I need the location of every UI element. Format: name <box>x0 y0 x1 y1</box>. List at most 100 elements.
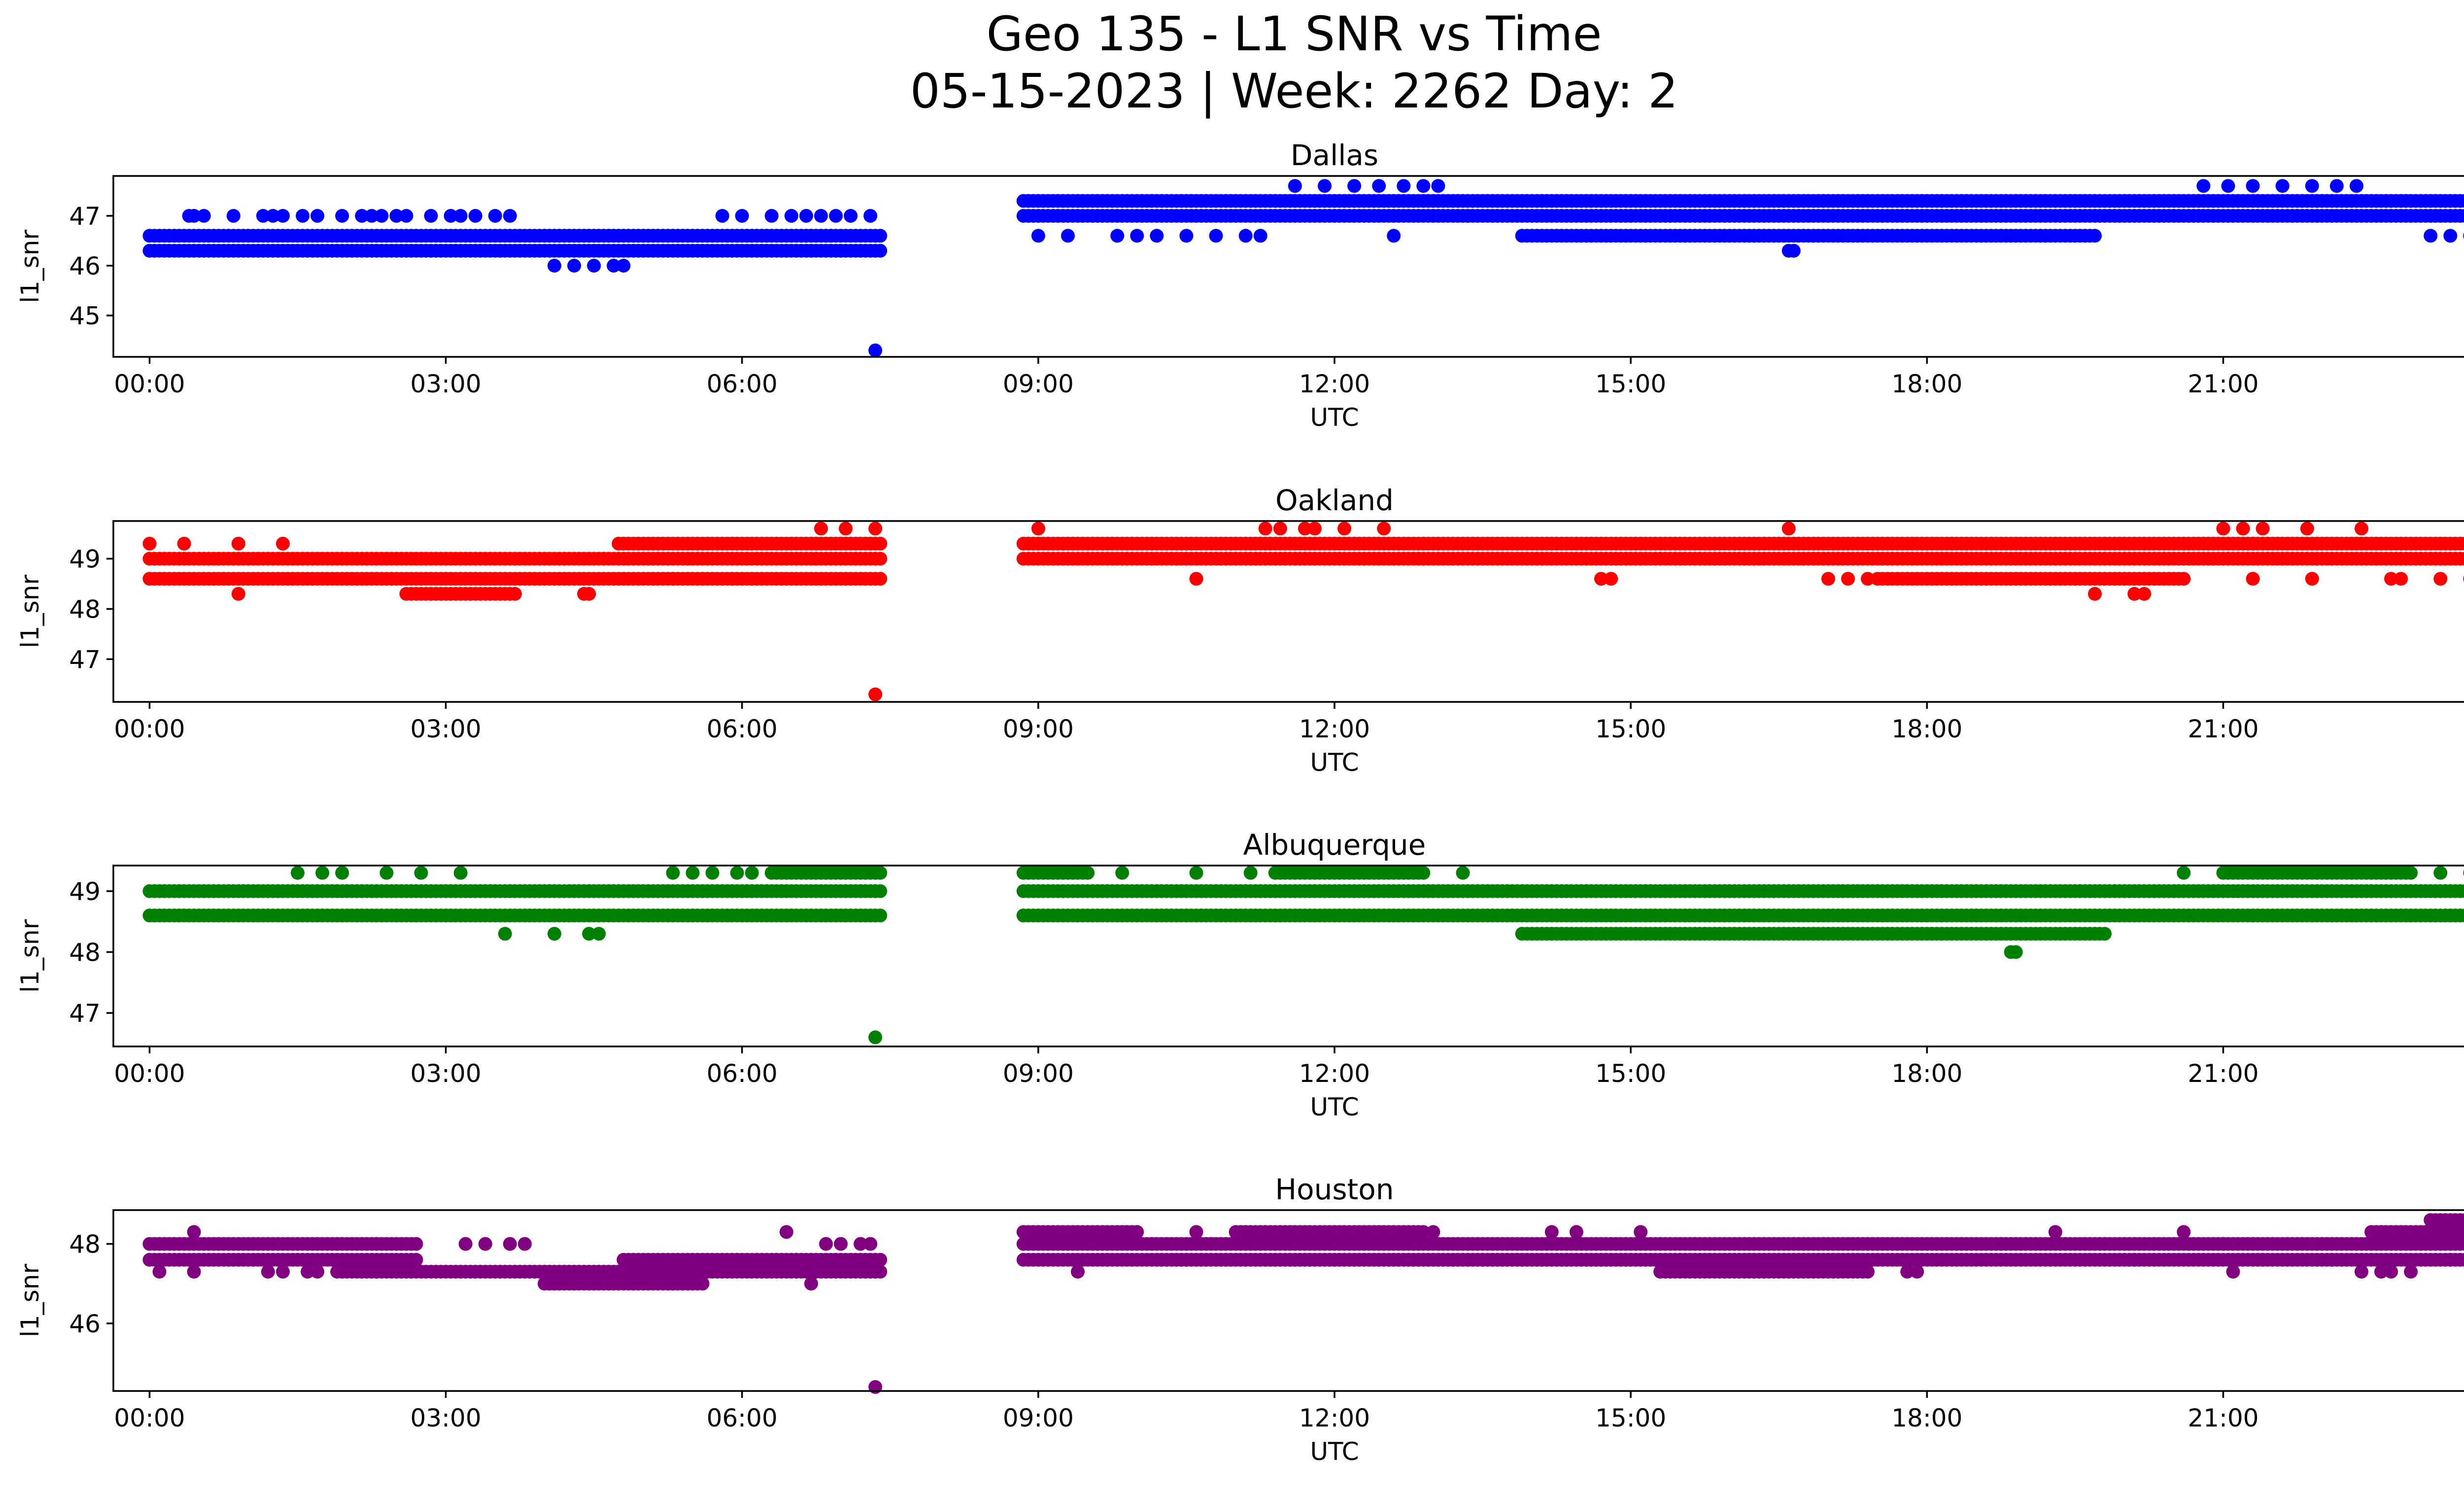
data-point <box>1253 229 1267 243</box>
data-point <box>2433 866 2448 880</box>
data-point <box>2256 1252 2270 1267</box>
data-point <box>2329 179 2344 193</box>
data-point <box>1604 572 1618 586</box>
data-point <box>685 866 700 880</box>
data-point <box>177 536 191 551</box>
x-tick-label: 21:00 <box>2188 1404 2259 1432</box>
data-point <box>1071 1265 1085 1279</box>
data-point <box>2127 1252 2142 1267</box>
data-point <box>2226 1265 2240 1279</box>
data-point <box>458 1237 473 1251</box>
data-point <box>873 1265 888 1279</box>
data-point <box>335 866 349 880</box>
y-tick-label: 47 <box>69 999 101 1028</box>
data-point <box>764 209 779 223</box>
data-point <box>868 1030 883 1044</box>
data-point <box>508 587 522 601</box>
x-tick-label: 15:00 <box>1595 370 1666 398</box>
data-point <box>2246 179 2260 193</box>
data-points <box>142 179 2464 357</box>
x-tick-label: 12:00 <box>1299 1059 1370 1088</box>
data-point <box>389 209 404 223</box>
data-point <box>2458 537 2464 551</box>
data-point <box>587 259 601 273</box>
x-tick-label: 09:00 <box>1003 1404 1074 1432</box>
data-point <box>1387 229 1401 243</box>
data-point <box>1861 1265 1875 1279</box>
data-point <box>2458 908 2464 923</box>
data-point <box>863 209 878 223</box>
x-tick-label: 00:00 <box>114 1059 185 1088</box>
data-point <box>187 1265 201 1279</box>
data-point <box>779 243 793 258</box>
data-point <box>231 536 245 551</box>
data-point <box>1298 522 1312 536</box>
data-point <box>1243 866 1258 880</box>
data-point <box>1851 1252 1865 1267</box>
data-point <box>2458 1225 2464 1239</box>
data-point <box>1594 572 1608 586</box>
y-tick-label: 46 <box>69 1310 101 1338</box>
x-tick-label: 06:00 <box>707 715 778 743</box>
data-point <box>2458 552 2464 566</box>
data-point <box>2216 522 2230 536</box>
x-tick-label: 15:00 <box>1595 1059 1666 1088</box>
data-point <box>226 209 240 223</box>
y-tick-label: 49 <box>69 877 101 906</box>
x-tick-label: 21:00 <box>2188 370 2259 398</box>
data-point <box>715 209 729 223</box>
data-point <box>868 522 883 536</box>
data-point <box>1653 1265 1668 1279</box>
data-point <box>2305 179 2319 193</box>
data-point <box>231 587 245 601</box>
data-point <box>1786 243 1801 258</box>
data-point <box>2443 229 2458 243</box>
data-point <box>2088 229 2102 243</box>
x-axis-label: UTC <box>1310 1437 1359 1466</box>
data-point <box>873 572 888 586</box>
data-point <box>2374 1265 2388 1279</box>
data-point <box>705 866 719 880</box>
data-point <box>1189 866 1203 880</box>
data-point <box>1910 1265 1924 1279</box>
data-point <box>582 927 596 941</box>
data-point <box>695 572 710 586</box>
data-point <box>735 209 749 223</box>
data-point <box>873 884 888 898</box>
data-point <box>1456 866 1470 880</box>
data-point <box>814 522 828 536</box>
data-point <box>2458 194 2464 208</box>
data-point <box>666 572 680 586</box>
data-point <box>256 209 270 223</box>
x-tick-label: 03:00 <box>411 1059 481 1088</box>
data-point <box>1544 1225 1559 1239</box>
data-point <box>873 1252 888 1267</box>
y-tick-label: 45 <box>69 302 101 330</box>
data-point <box>2048 1225 2062 1239</box>
data-point <box>567 259 582 273</box>
data-point <box>873 243 888 258</box>
data-point <box>2127 587 2142 601</box>
data-point <box>2088 587 2102 601</box>
subplot-title: Albuquerque <box>1243 828 1426 862</box>
data-point <box>1100 1252 1115 1267</box>
data-point <box>1110 229 1125 243</box>
data-point <box>2458 1237 2464 1251</box>
figure-title-line2: 05-15-2023 | Week: 2262 Day: 2 <box>910 64 1678 119</box>
data-point <box>1841 572 1855 586</box>
data-point <box>2300 522 2314 536</box>
y-tick-label: 48 <box>69 938 101 967</box>
data-point <box>414 866 428 880</box>
data-point <box>276 1265 290 1279</box>
data-point <box>498 927 512 941</box>
data-point <box>2354 522 2368 536</box>
data-point <box>1416 1225 1431 1239</box>
y-tick-label: 48 <box>69 595 101 624</box>
x-axis-label: UTC <box>1310 1093 1359 1121</box>
x-axis-label: UTC <box>1310 748 1359 777</box>
data-point <box>1238 229 1253 243</box>
data-point <box>488 209 502 223</box>
data-point <box>2458 209 2464 223</box>
